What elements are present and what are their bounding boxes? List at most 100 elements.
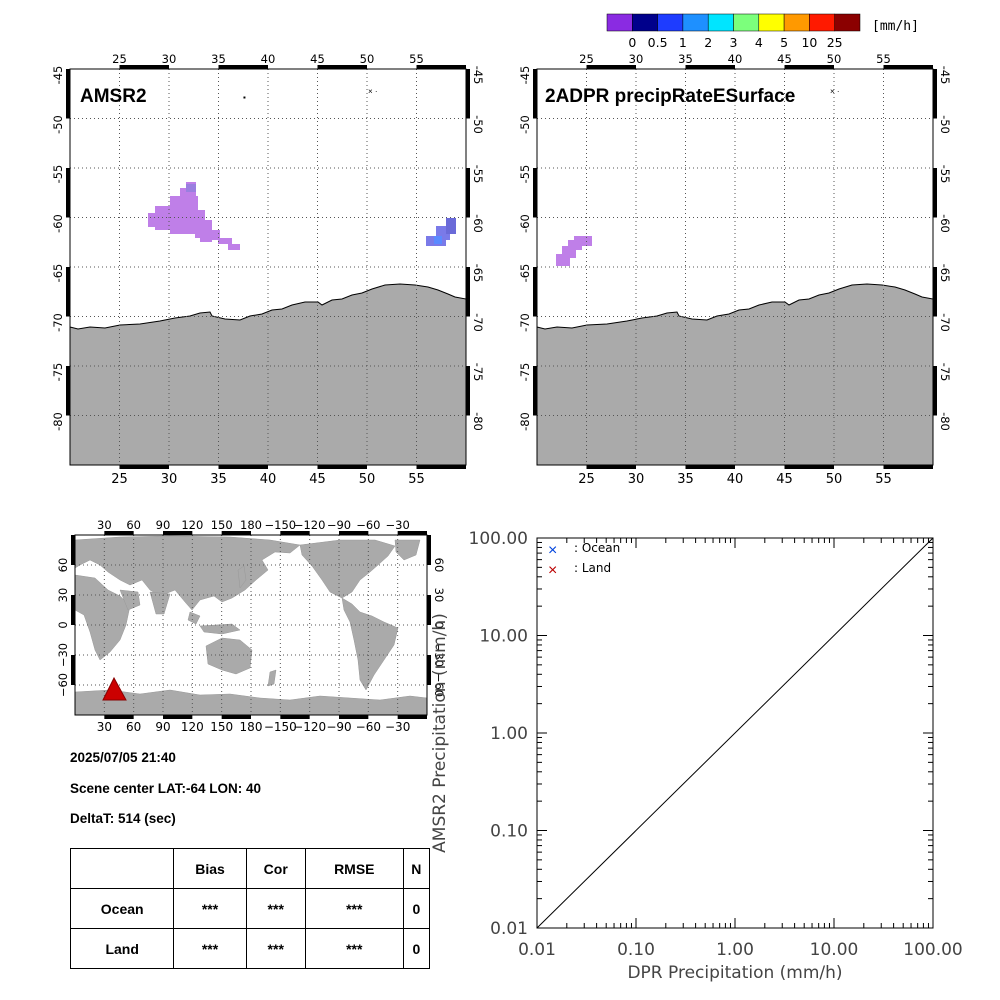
world-lon-tick-bottom: −60 — [356, 720, 381, 734]
amsr2-map-title: AMSR2 — [80, 86, 147, 107]
border-segment — [685, 465, 735, 469]
delta-t: DeltaT: 514 (sec) — [70, 811, 176, 826]
lat-tick-label-right: -80 — [938, 412, 952, 431]
dpr-precip-area — [556, 236, 592, 266]
border-segment — [221, 531, 251, 535]
lon-tick-label-bottom: 45 — [776, 472, 793, 487]
stats-table: Bias Cor RMSE N Ocean *** *** *** 0 Land… — [69, 848, 431, 969]
greenland-landmass — [394, 539, 421, 561]
world-lat-tick-left: 60 — [56, 558, 70, 573]
scatter-legend: × : Ocean × : Land — [548, 541, 620, 579]
border-segment — [280, 531, 310, 535]
lat-tick-label-left: -50 — [518, 115, 532, 134]
stats-header-cell: N — [402, 848, 431, 889]
world-lat-tick-left: 30 — [56, 588, 70, 603]
world-lon-tick-top: −30 — [386, 518, 410, 532]
stats-row-label: Land — [69, 928, 175, 969]
border-segment — [71, 535, 75, 565]
colorbar-label: 0.5 — [648, 35, 668, 50]
colorbar-label: 4 — [755, 35, 763, 50]
legend-land-marker: × — [548, 562, 557, 579]
world-lon-tick-bottom: 90 — [155, 720, 170, 734]
world-lat-tick-right: −60 — [432, 673, 446, 697]
border-segment — [466, 168, 470, 218]
stats-header-cell: RMSE — [304, 848, 404, 889]
border-segment — [883, 65, 933, 69]
border-segment — [784, 465, 834, 469]
scene-center: Scene center LAT:-64 LON: 40 — [70, 781, 262, 796]
border-segment — [104, 531, 134, 535]
lat-tick-label-left: -80 — [518, 412, 532, 431]
border-segment — [317, 65, 367, 69]
colorbar-swatch — [707, 13, 734, 32]
world-lon-tick-bottom: −90 — [326, 720, 351, 734]
x-tick-label: 0.10 — [617, 940, 655, 960]
border-segment — [533, 366, 537, 416]
lat-tick-label-right: -45 — [938, 66, 952, 85]
border-segment — [71, 655, 75, 685]
colorbar-swatch — [657, 13, 684, 32]
scatter-axis-ticks: 0.01 0.10 1.00 10.00 100.00 0.01 0.10 1.00 10.00… — [469, 529, 963, 960]
border-segment — [163, 531, 193, 535]
world-lon-tick-top: −60 — [356, 518, 380, 532]
japan-landmass — [237, 565, 247, 589]
world-lon-tick-bottom: −30 — [385, 720, 410, 734]
colorbar-label: 2 — [704, 35, 712, 50]
border-segment — [339, 531, 369, 535]
world-lon-tick-top: −90 — [327, 518, 351, 532]
border-segment — [397, 531, 427, 535]
lat-tick-label-left: -70 — [51, 313, 65, 332]
stats-header-cell — [69, 848, 175, 889]
world-lon-tick-bottom: 120 — [181, 720, 204, 734]
lon-tick-label-top: 30 — [162, 52, 177, 66]
lon-tick-label-bottom: 40 — [260, 472, 277, 487]
lon-tick-label-bottom: 30 — [628, 472, 645, 487]
lon-tick-label-bottom: 25 — [578, 472, 595, 487]
border-segment — [533, 168, 537, 218]
colorbar-label: 5 — [780, 35, 788, 50]
world-lon-tick-bottom: 180 — [240, 720, 263, 734]
stats-cell-n: 0 — [402, 928, 431, 969]
colorbar-swatch — [834, 13, 861, 32]
lon-tick-label-top: 35 — [211, 52, 226, 66]
lat-tick-label-left: -45 — [518, 66, 532, 85]
lon-tick-label-top: 25 — [579, 52, 594, 66]
border-segment — [317, 465, 367, 469]
colorbar-label: 10 — [801, 35, 817, 50]
colorbar-swatch — [733, 13, 760, 32]
border-segment — [784, 65, 834, 69]
border-segment — [466, 366, 470, 416]
border-segment — [218, 465, 268, 469]
lat-tick-label-left: -55 — [518, 165, 532, 184]
lat-tick-label-left: -55 — [51, 165, 65, 184]
x-tick-label: 10.00 — [810, 940, 859, 960]
colorbar: 0 0.5 1 2 3 4 5 10 25 [mm/h] — [606, 13, 919, 50]
lat-tick-label-left: -45 — [51, 66, 65, 85]
border-segment — [66, 168, 70, 218]
lon-tick-label-bottom: 55 — [408, 472, 425, 487]
world-lon-tick-top: 30 — [97, 518, 112, 532]
lat-tick-label-right: -70 — [938, 313, 952, 332]
border-segment — [66, 69, 70, 119]
amsr2-precip-area — [148, 182, 240, 250]
y-tick-label: 10.00 — [479, 627, 528, 647]
lon-tick-label-top: 55 — [876, 52, 891, 66]
x-axis-label: DPR Precipitation (mm/h) — [627, 963, 842, 983]
south-america-landmass — [341, 597, 399, 691]
world-lat-tick-right: 0 — [432, 621, 446, 628]
y-tick-label: 0.01 — [490, 919, 528, 939]
border-segment — [71, 595, 75, 625]
nz-landmass — [267, 669, 277, 687]
stats-row-land: Land *** *** *** 0 — [69, 928, 431, 969]
lat-tick-label-right: -65 — [938, 264, 952, 283]
lon-tick-label-bottom: 40 — [727, 472, 744, 487]
legend-ocean-label: : Ocean — [574, 541, 620, 555]
world-lon-tick-bottom: −150 — [264, 720, 297, 734]
lon-tick-label-bottom: 50 — [826, 472, 843, 487]
dpr-map-title: 2ADPR precipRateESurface — [545, 86, 795, 107]
world-lon-tick-top: −120 — [294, 518, 326, 532]
world-lon-tick-top: 150 — [211, 518, 233, 532]
